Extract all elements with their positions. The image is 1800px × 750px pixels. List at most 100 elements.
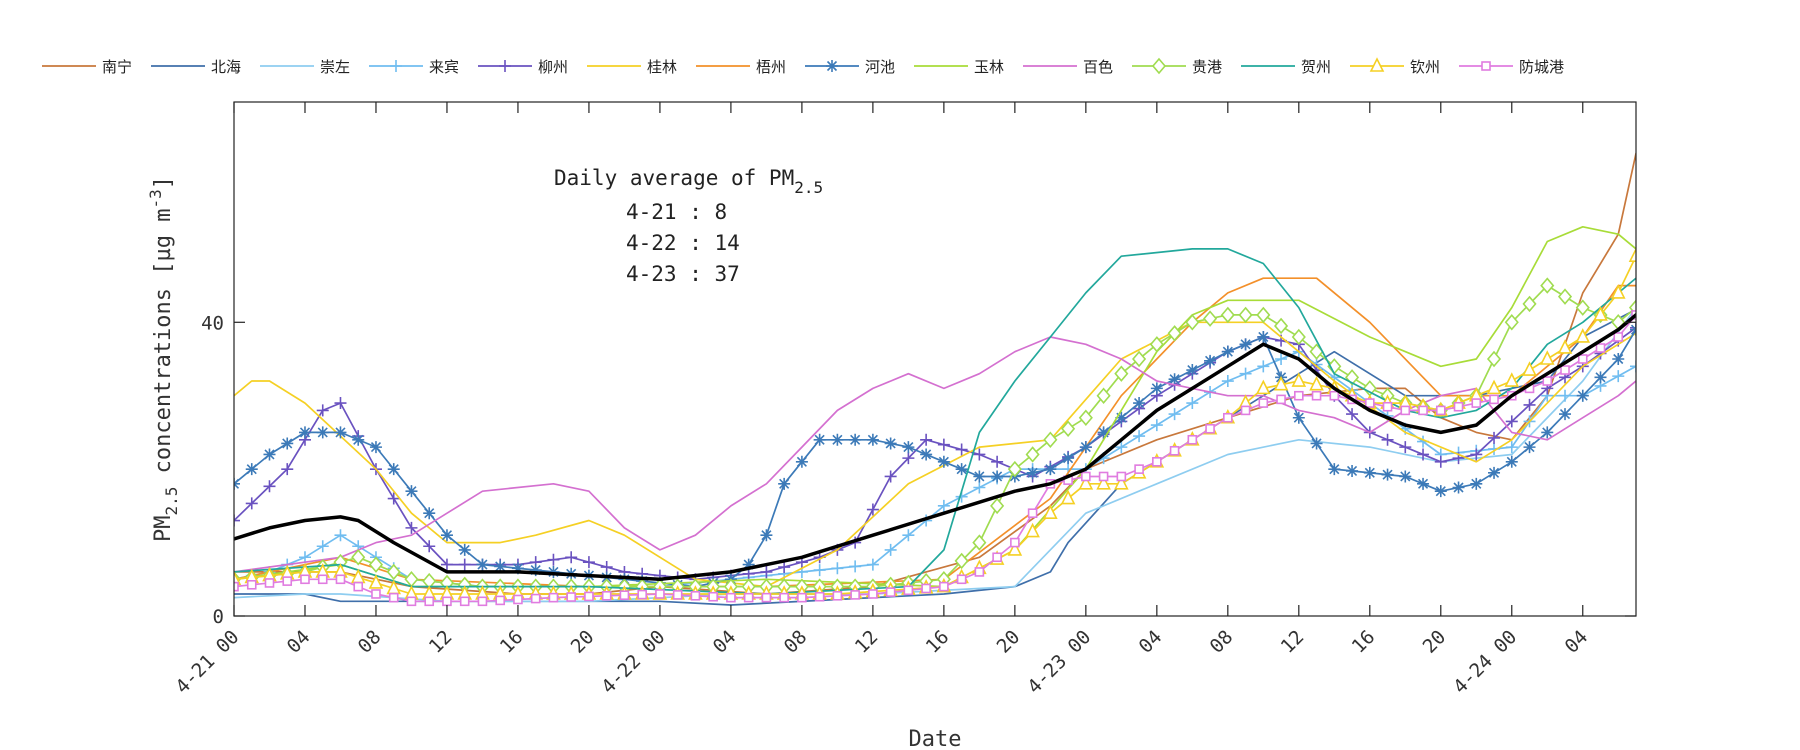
legend: 南宁 北海 崇左 来宾 柳州 桂林 梧州 河池 玉林 百色 贵港 贺州 钦州 防城港 (42, 57, 1564, 76)
x-tick-label: 20 (993, 626, 1025, 658)
data-point (885, 587, 896, 597)
y-tick-label: 0 (213, 606, 224, 628)
data-point (1504, 372, 1520, 387)
data-point (1399, 470, 1412, 483)
data-point (423, 540, 436, 553)
data-point (1628, 247, 1636, 262)
data-point (1310, 437, 1323, 450)
annotation-line-1: 4-21 : 8 (626, 200, 727, 224)
x-tick-label: 04 (709, 626, 741, 658)
data-point (263, 448, 276, 461)
data-point (547, 565, 560, 578)
data-point (1369, 57, 1385, 72)
series-贺州 (234, 248, 1636, 595)
data-point (1257, 330, 1270, 343)
data-point (726, 592, 736, 603)
data-point (1346, 464, 1359, 477)
data-point (353, 581, 364, 592)
data-point (387, 492, 400, 505)
data-point (1273, 375, 1289, 391)
data-point (1220, 306, 1235, 324)
data-point (795, 455, 808, 468)
data-point (1167, 325, 1182, 342)
data-point (992, 552, 1002, 563)
data-point (1169, 445, 1180, 456)
data-point (1311, 390, 1322, 401)
series-average (234, 312, 1636, 582)
data-point (1221, 375, 1234, 388)
data-point (387, 463, 400, 476)
legend-item: 钦州 (1350, 57, 1440, 76)
data-point (939, 581, 949, 592)
legend-item: 贺州 (1241, 58, 1331, 76)
data-point (245, 497, 258, 510)
data-point (282, 576, 293, 586)
data-point (1453, 401, 1464, 412)
series-layer (234, 152, 1636, 607)
data-point (1291, 372, 1307, 387)
data-point (1575, 328, 1591, 343)
data-point (826, 60, 838, 72)
legend-label: 百色 (1083, 58, 1113, 76)
data-point (458, 558, 471, 571)
legend-item: 柳州 (478, 58, 568, 76)
data-point (797, 592, 807, 603)
data-point (1418, 405, 1428, 416)
data-point (405, 485, 418, 498)
data-point (388, 592, 399, 603)
data-point (884, 437, 897, 450)
series-贵港 (234, 277, 1636, 595)
series-line (234, 152, 1636, 595)
data-point (1470, 477, 1483, 490)
data-point (1223, 412, 1233, 423)
x-tick-label: 16 (1348, 626, 1380, 658)
legend-item: 百色 (1023, 58, 1113, 76)
x-tick-label: 12 (851, 626, 883, 658)
data-point (458, 543, 471, 556)
series-line (234, 336, 1636, 573)
legend-label: 北海 (211, 58, 241, 76)
data-point (1329, 390, 1340, 401)
data-point (1150, 382, 1163, 395)
x-tick-label: 08 (354, 626, 386, 658)
x-tick-label: 04 (283, 626, 315, 658)
data-point (937, 455, 950, 468)
legend-label: 梧州 (756, 58, 786, 76)
data-point (1557, 339, 1573, 354)
data-point (316, 540, 329, 553)
data-point (390, 60, 402, 72)
data-point (371, 589, 381, 599)
data-point (1488, 431, 1501, 444)
data-point (1204, 354, 1217, 367)
data-point (442, 596, 452, 607)
legend-item: 梧州 (696, 58, 786, 76)
data-point (972, 534, 987, 551)
data-point (1504, 314, 1519, 331)
data-point (868, 589, 878, 599)
legend-item: 防城港 (1459, 58, 1564, 76)
data-point (386, 563, 401, 581)
data-point (920, 433, 933, 446)
data-point (1079, 441, 1092, 454)
data-point (655, 589, 665, 599)
data-point (1523, 441, 1536, 454)
data-point (1238, 306, 1253, 324)
data-point (1276, 394, 1286, 405)
data-point (499, 60, 511, 72)
data-point (352, 433, 365, 446)
data-point (1630, 360, 1636, 373)
data-point (281, 463, 294, 476)
data-point (234, 581, 239, 592)
data-point (1149, 336, 1164, 353)
legend-item: 北海 (151, 58, 241, 76)
data-point (1205, 423, 1215, 434)
data-point (351, 549, 366, 566)
data-point (761, 592, 772, 603)
data-point (368, 556, 384, 573)
data-point (1132, 350, 1147, 368)
data-point (1115, 411, 1128, 424)
data-point (1061, 420, 1076, 437)
data-point (1612, 370, 1625, 383)
data-point (1557, 288, 1573, 305)
